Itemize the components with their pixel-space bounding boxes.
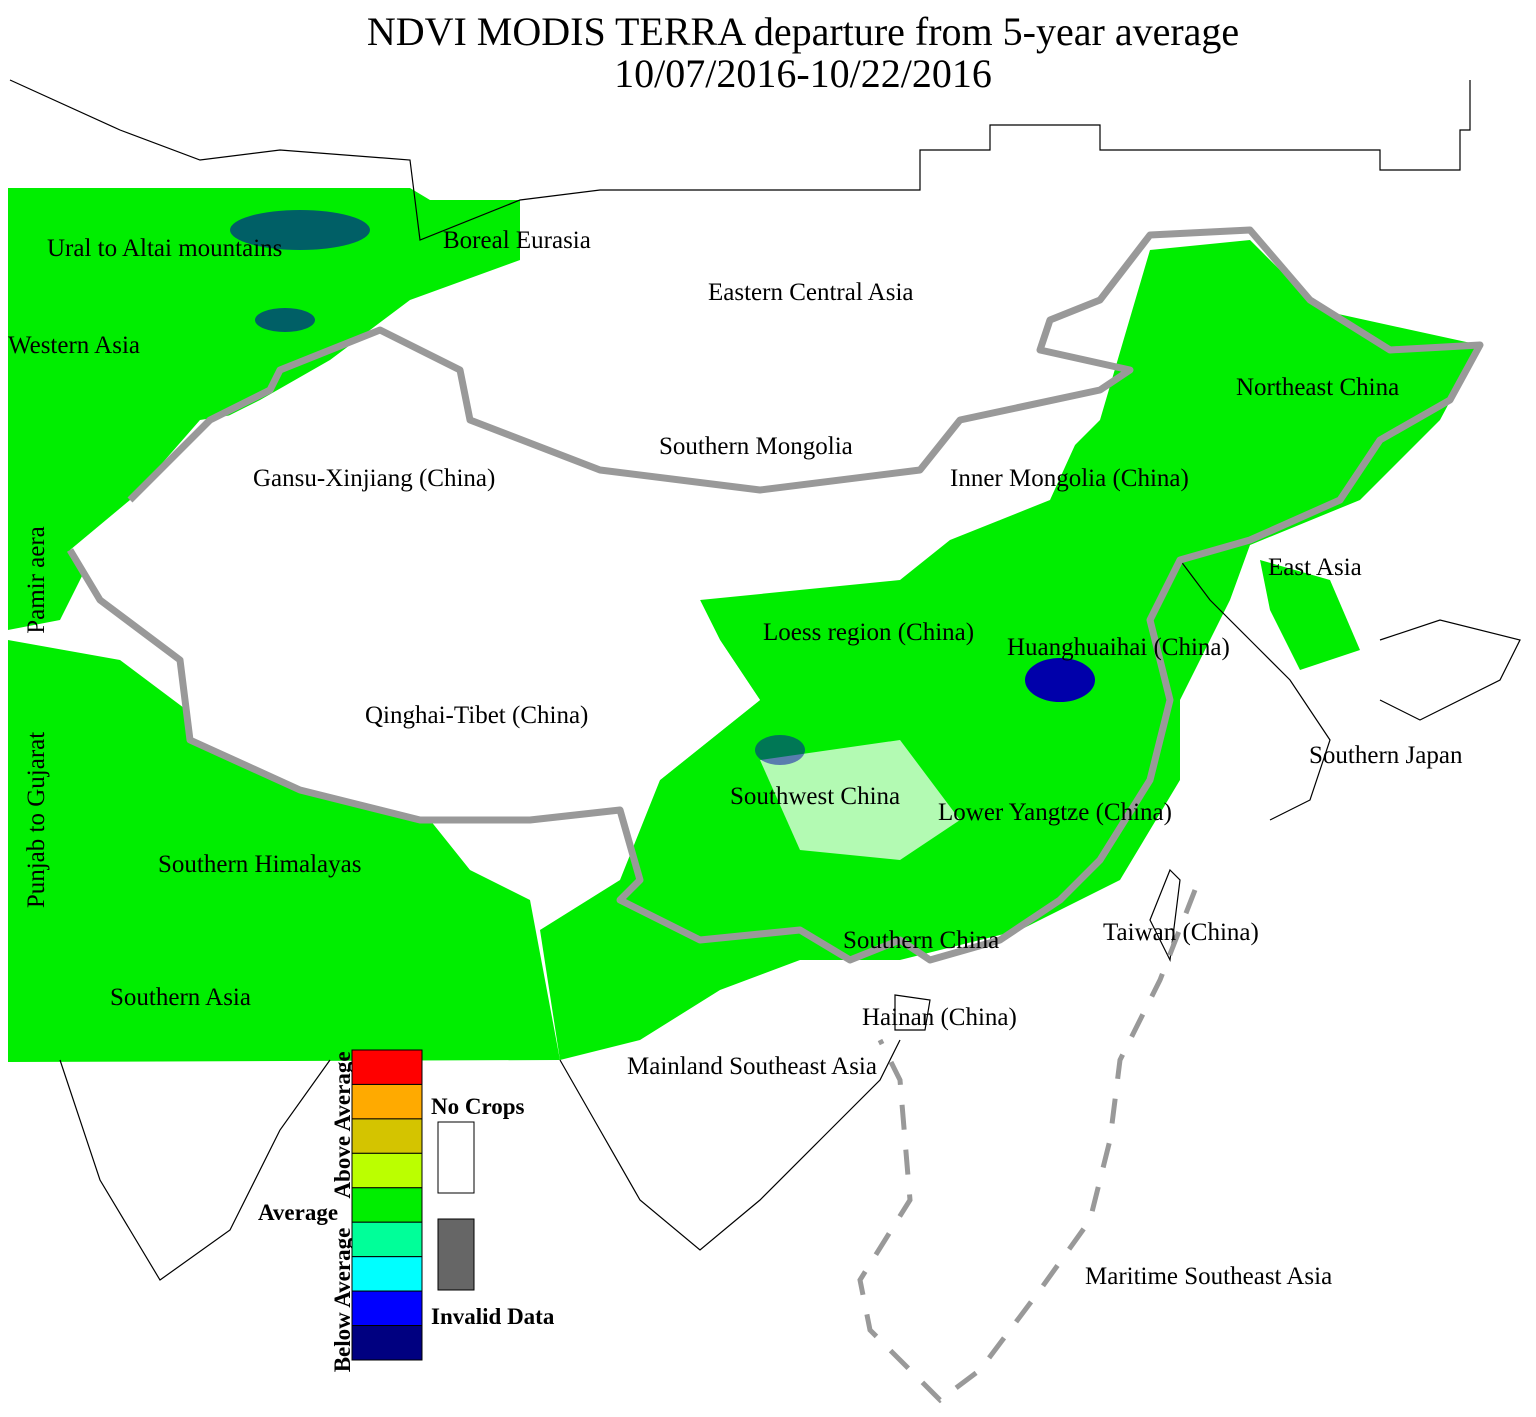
legend-label: Average xyxy=(258,1200,338,1225)
veg-area xyxy=(540,240,1480,1060)
patch xyxy=(1025,658,1095,702)
region-label: Huanghuaihai (China) xyxy=(1007,634,1230,661)
legend-label: No Crops xyxy=(431,1094,525,1119)
region-label: Mainland Southeast Asia xyxy=(627,1053,877,1080)
region-label: Punjab to Gujarat xyxy=(23,732,50,908)
japan xyxy=(1379,619,1521,721)
region-label: Southern Himalayas xyxy=(158,851,361,878)
legend-label: Below Average xyxy=(330,1228,355,1373)
legend-label: Above Average xyxy=(330,1051,355,1198)
region-label: Boreal Eurasia xyxy=(443,227,591,254)
region-label: Lower Yangtze (China) xyxy=(938,799,1172,826)
veg-area xyxy=(8,640,560,1062)
region-label: Southwest China xyxy=(730,783,900,810)
region-label: Southern Mongolia xyxy=(659,433,853,460)
region-label: Hainan (China) xyxy=(862,1004,1017,1031)
region-label: Taiwan (China) xyxy=(1103,919,1259,946)
coast xyxy=(59,1059,331,1281)
region-label: Ural to Altai mountains xyxy=(47,235,282,262)
legend-swatch xyxy=(437,1218,475,1291)
legend-swatch xyxy=(351,1118,423,1154)
below-average-patches xyxy=(230,210,1095,765)
taiwan xyxy=(1149,868,1181,963)
region-label: Southern Asia xyxy=(110,984,251,1011)
legend-swatch xyxy=(351,1290,423,1327)
legend-swatch xyxy=(437,1121,475,1194)
legend-label: Invalid Data xyxy=(431,1304,555,1329)
plateau xyxy=(70,380,1100,820)
subtitle: 10/07/2016-10/22/2016 xyxy=(614,51,992,96)
veg-area xyxy=(1260,560,1360,670)
region-label: Maritime Southeast Asia xyxy=(1085,1263,1332,1290)
region-label: East Asia xyxy=(1268,554,1362,581)
no-crop-areas xyxy=(70,380,1100,860)
title: NDVI MODIS TERRA departure from 5-year a… xyxy=(367,9,1239,54)
region-label: Eastern Central Asia xyxy=(708,279,914,306)
legend: Above Average Average Below Average No C… xyxy=(258,1049,555,1373)
region-label: Western Asia xyxy=(8,332,140,359)
patch xyxy=(255,308,315,332)
legend-swatch xyxy=(351,1187,423,1223)
region-labels: Ural to Altai mountains Boreal Eurasia E… xyxy=(8,227,1463,1290)
region-label: Southern Japan xyxy=(1309,742,1463,769)
legend-swatch xyxy=(351,1221,423,1258)
patch xyxy=(230,210,370,250)
china-border xyxy=(66,226,1484,964)
patch xyxy=(755,735,805,765)
region-label: Qinghai-Tibet (China) xyxy=(365,702,588,729)
basin xyxy=(760,740,960,860)
region-label: Loess region (China) xyxy=(763,619,974,646)
legend-swatch xyxy=(351,1325,423,1361)
legend-swatch xyxy=(351,1083,423,1120)
legend-swatch xyxy=(351,1049,423,1085)
coast xyxy=(559,1039,901,1251)
maritime-line xyxy=(857,889,1198,1404)
region-label: Pamir aera xyxy=(23,526,50,634)
coast xyxy=(1179,559,1331,821)
boundary xyxy=(9,79,1471,241)
hainan xyxy=(894,994,931,1031)
region-label: Inner Mongolia (China) xyxy=(950,465,1189,492)
legend-swatch xyxy=(351,1152,423,1189)
boundaries xyxy=(9,79,1521,1281)
legend-swatch xyxy=(351,1256,423,1292)
region-label: Northeast China xyxy=(1236,374,1399,401)
region-label: Gansu-Xinjiang (China) xyxy=(253,465,495,492)
region-label: Southern China xyxy=(843,927,999,954)
